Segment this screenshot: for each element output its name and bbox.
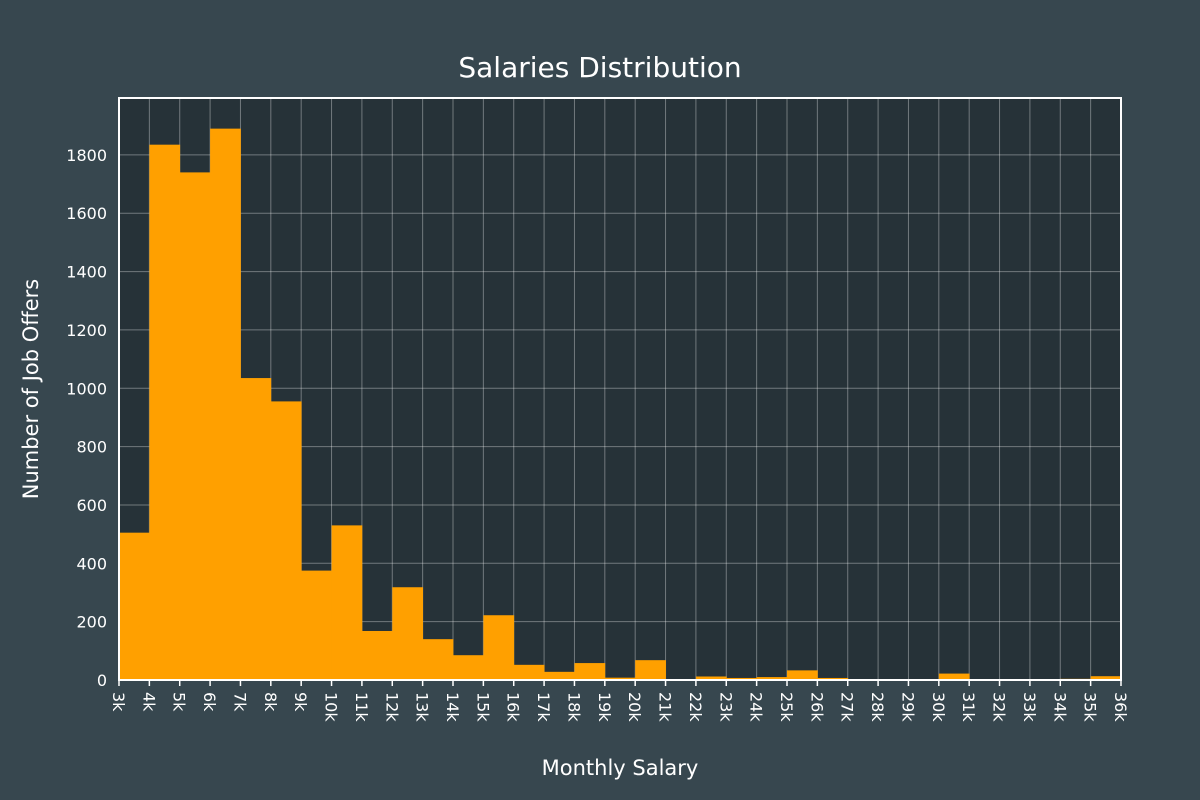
bar-7k <box>240 378 272 680</box>
y-tick-label: 600 <box>76 496 107 515</box>
x-tick-label: 20k <box>625 692 644 722</box>
x-tick-label: 10k <box>322 692 341 722</box>
x-tick-label: 31k <box>959 692 978 722</box>
bar-26k <box>817 677 849 680</box>
bar-13k <box>422 639 454 680</box>
bar-35k <box>1090 676 1122 680</box>
y-axis-label: Number of Job Offers <box>19 279 43 500</box>
x-tick-label: 12k <box>382 692 401 722</box>
x-axis-label: Monthly Salary <box>542 756 699 780</box>
x-tick-label: 18k <box>564 692 583 722</box>
bar-30k <box>938 673 970 680</box>
x-tick-label: 4k <box>139 692 158 712</box>
bar-16k <box>513 664 545 680</box>
x-tick-label: 29k <box>898 692 917 722</box>
x-tick-label: 33k <box>1020 692 1039 722</box>
bar-11k <box>361 630 393 680</box>
x-tick-label: 27k <box>838 692 857 722</box>
x-tick-label: 8k <box>261 692 280 712</box>
bar-17k <box>544 671 575 680</box>
y-tick-label: 1000 <box>66 379 107 398</box>
x-tick-label: 17k <box>534 692 553 722</box>
y-axis: 0 200 400 600 800 1000 1200 1400 1600 1800 <box>66 146 107 690</box>
x-tick-label: 26k <box>807 692 826 722</box>
bar-5k <box>179 172 211 680</box>
x-tick-label: 9k <box>291 692 310 712</box>
bar-25k <box>787 670 818 680</box>
x-tick-label: 28k <box>868 692 887 722</box>
bar-layer <box>119 128 1122 680</box>
y-tick-label: 1800 <box>66 146 107 165</box>
x-tick-label: 14k <box>443 692 462 722</box>
x-tick-label: 15k <box>473 692 492 722</box>
y-tick-label: 200 <box>76 613 107 632</box>
bar-8k <box>270 401 302 680</box>
x-tick-label: 24k <box>747 692 766 722</box>
bar-22k <box>695 676 727 680</box>
y-tick-label: 400 <box>76 554 107 573</box>
bar-12k <box>392 587 424 680</box>
bar-18k <box>574 663 606 680</box>
bar-14k <box>453 655 484 680</box>
bar-4k <box>149 144 181 680</box>
y-tick-label: 1600 <box>66 204 107 223</box>
bar-9k <box>301 570 332 680</box>
x-tick-label: 36k <box>1111 692 1130 722</box>
x-tick-label: 30k <box>929 692 948 722</box>
chart-title: Salaries Distribution <box>458 51 741 84</box>
y-tick-label: 1200 <box>66 321 107 340</box>
y-tick-label: 0 <box>97 671 107 690</box>
plot-frame <box>118 97 1122 681</box>
y-tick-label: 1400 <box>66 263 107 282</box>
x-tick-label: 5k <box>170 692 189 712</box>
x-tick-label: 6k <box>200 692 219 712</box>
x-tick-label: 3k <box>109 692 128 712</box>
x-tick-label: 11k <box>352 692 371 722</box>
x-axis: 3k 4k 5k 6k 7k 8k 9k 10k 11k 12k 13k 14k 15k 16k 17k 18… <box>109 680 1130 722</box>
x-tick-label: 34k <box>1050 692 1069 722</box>
x-tick-label: 22k <box>686 692 705 722</box>
bar-15k <box>483 615 515 680</box>
x-tick-label: 35k <box>1081 692 1100 722</box>
x-tick-label: 25k <box>777 692 796 722</box>
bar-20k <box>635 660 666 680</box>
bar-23k <box>726 677 758 680</box>
x-tick-label: 19k <box>595 692 614 722</box>
x-tick-label: 23k <box>716 692 735 722</box>
bar-19k <box>604 677 636 680</box>
bar-24k <box>756 677 788 680</box>
x-tick-label: 7k <box>230 692 249 712</box>
bar-6k <box>210 128 241 680</box>
x-tick-label: 16k <box>504 692 523 722</box>
bar-3k <box>119 532 150 680</box>
bar-10k <box>331 525 363 680</box>
y-tick-label: 800 <box>76 438 107 457</box>
x-tick-label: 32k <box>990 692 1009 722</box>
x-tick-label: 13k <box>413 692 432 722</box>
x-tick-label: 21k <box>656 692 675 722</box>
